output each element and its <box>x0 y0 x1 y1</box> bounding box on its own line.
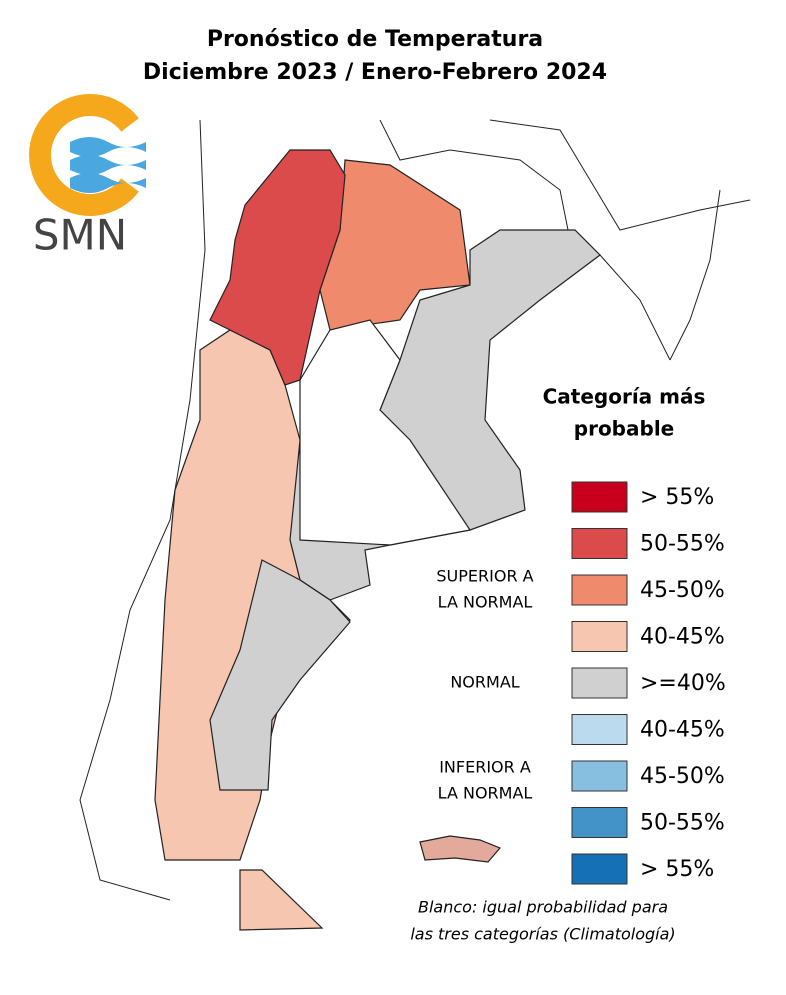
logo-wave <box>70 173 146 193</box>
region <box>419 835 502 863</box>
legend-group-label: NORMAL <box>450 673 519 692</box>
region <box>299 319 472 546</box>
legend-label: > 55% <box>640 857 714 882</box>
logo-wave <box>70 137 146 157</box>
legend-title: Categoría más <box>543 385 706 409</box>
legend-label: 50-55% <box>640 811 725 836</box>
title-line: Pronóstico de Temperatura <box>207 27 543 52</box>
legend-group-label: LA NORMAL <box>438 784 533 803</box>
brazil-border <box>489 119 751 231</box>
title-line: Diciembre 2023 / Enero-Febrero 2024 <box>143 60 607 85</box>
legend: Categoría más probable > 55% 50-55% 45-50%… <box>436 385 726 885</box>
region <box>209 559 351 791</box>
legend-label: >=40% <box>640 671 726 696</box>
logo-wave <box>70 155 146 175</box>
logo-sun <box>29 94 139 216</box>
legend-label: 50-55% <box>640 532 725 557</box>
map <box>79 119 751 931</box>
legend-title: probable <box>574 417 674 441</box>
legend-swatch <box>571 714 628 745</box>
note-line: Blanco: igual probabilidad para <box>418 898 668 917</box>
legend-group-label: SUPERIOR A <box>436 567 533 586</box>
bolivia-border <box>379 119 571 241</box>
logo: SMN <box>29 94 146 260</box>
chile-border <box>79 119 206 901</box>
region <box>209 149 346 386</box>
legend-label: 45-50% <box>640 578 725 603</box>
coast <box>669 189 721 361</box>
region <box>239 869 324 931</box>
legend-label: 40-45% <box>640 718 725 743</box>
legend-label: 40-45% <box>640 625 725 650</box>
coast <box>599 254 671 361</box>
legend-group-label: LA NORMAL <box>438 593 533 612</box>
logo-text: SMN <box>33 211 127 260</box>
legend-label: 45-50% <box>640 764 725 789</box>
legend-swatch <box>571 807 628 838</box>
legend-swatch <box>571 528 628 559</box>
legend-swatch <box>571 621 628 652</box>
note-line: las tres categorías (Climatología) <box>410 925 675 944</box>
legend-group-label: INFERIOR A <box>439 758 531 777</box>
legend-swatch <box>571 574 628 606</box>
legend-swatch <box>571 760 628 792</box>
legend-swatch <box>571 481 628 513</box>
legend-swatch <box>571 853 628 885</box>
legend-swatch <box>571 667 628 699</box>
legend-label: > 55% <box>640 485 714 510</box>
